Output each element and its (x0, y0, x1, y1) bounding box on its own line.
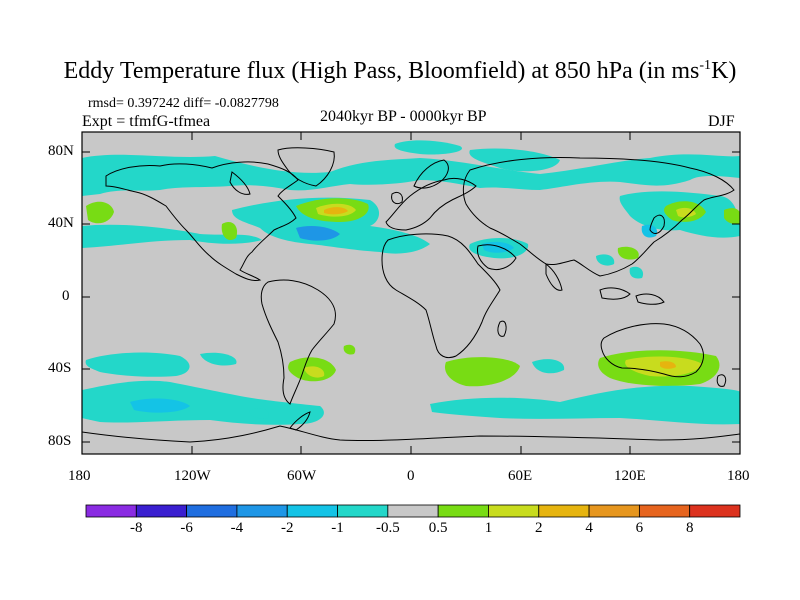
colorbar-box-11 (638, 504, 691, 518)
flux-region-s-atlantic-green (343, 344, 356, 355)
coast-europe (385, 177, 477, 231)
flux-region-arctic-top (394, 140, 462, 155)
lat-tick-40s: 40S (48, 360, 72, 376)
colorbar-label-2: -4 (230, 520, 244, 536)
colorbar-box-8 (488, 504, 540, 518)
colorbar-label-0: -8 (130, 520, 143, 536)
coast-north-america (105, 161, 299, 281)
colorbar-label-1: -6 (180, 520, 193, 536)
flux-region-north-atlantic-blue (296, 226, 340, 241)
lon-tick-120e: 120E (614, 468, 646, 484)
colorbar-box-1 (135, 504, 188, 518)
map-title-main: Eddy Temperature flux (High Pass, Bloomf… (63, 58, 700, 84)
lat-tick-0: 0 (62, 288, 70, 304)
colorbar-box-0 (85, 504, 137, 518)
flux-region-japan (641, 224, 658, 238)
coast-asia (462, 157, 735, 277)
colorbar-label-7: 1 (484, 520, 493, 536)
colorbar-label-6: 0.5 (428, 520, 448, 536)
coast-greenland (277, 147, 335, 187)
colorbar-box-12 (689, 504, 741, 518)
coast-new-zealand (716, 374, 727, 387)
lat-tick-40n: 40N (48, 215, 74, 231)
flux-region-south-pacific-east (200, 352, 237, 366)
axis-ticks (81, 132, 741, 454)
flux-region-north-atlantic (232, 197, 430, 254)
lon-tick-180w: 180 (68, 468, 91, 484)
colorbar-label-9: 4 (585, 520, 593, 536)
flux-region-nw-pacific-yellow (676, 207, 696, 218)
colorbar-box-6 (387, 504, 439, 518)
coastlines (82, 147, 740, 443)
coast-india (545, 262, 563, 291)
colorbar-box-9 (538, 504, 590, 518)
colorbar-box-5 (337, 504, 389, 518)
lon-tick-120w: 120W (174, 468, 211, 484)
flux-region-arctic-band (82, 154, 740, 196)
coast-arabia (477, 244, 517, 271)
flux-region-south-china-sea (629, 266, 644, 279)
colorbar-label-10: 6 (635, 520, 644, 536)
colorbar-box-4 (286, 504, 338, 518)
coast-hudson-bay (229, 171, 251, 195)
flux-region-southern-indian (430, 385, 740, 425)
flux-region-australia-orange (660, 361, 676, 369)
lon-tick-0: 0 (407, 468, 415, 484)
map-title-superscript: -1 (699, 58, 712, 73)
map-title: Eddy Temperature flux (High Pass, Bloomf… (0, 58, 800, 85)
coast-africa (381, 233, 501, 359)
colorbar-box-10 (588, 504, 640, 518)
coast-scandinavia (413, 159, 449, 189)
flux-region-south-pacific (85, 352, 190, 377)
flux-region-nw-america-green (221, 221, 238, 241)
lat-tick-80s: 80S (48, 433, 72, 449)
flux-region-north-atlantic-orange (324, 207, 348, 215)
colorbar-label-8: 2 (535, 520, 543, 536)
colorbar-label-3: -2 (280, 520, 294, 536)
colorbar-label-5: -0.5 (375, 520, 400, 536)
colorbar-box-3 (236, 504, 288, 518)
lon-tick-180e: 180 (727, 468, 750, 484)
colorbar-label-11: 8 (685, 520, 694, 536)
flux-region-east-asia-cyan (596, 254, 615, 266)
coast-antarctic-peninsula (289, 411, 311, 431)
season-label: DJF (708, 113, 735, 130)
period-label: 2040kyr BP - 0000kyr BP (320, 108, 487, 125)
colorbar-box-7 (437, 504, 489, 518)
flux-region-southern-ocean-west (249, 408, 269, 419)
coast-madagascar (497, 320, 507, 337)
colorbar-boxes (85, 504, 741, 518)
flux-region-ne-pacific (82, 224, 262, 248)
experiment-label: Expt = tfmfG-tfmea (82, 113, 211, 130)
coast-antarctica (82, 425, 740, 443)
flux-region-south-africa-green (444, 357, 520, 387)
colorbar-box-2 (186, 504, 238, 518)
coast-south-america (260, 279, 336, 405)
lat-tick-80n: 80N (48, 143, 74, 159)
flux-region-east-asia-green (617, 246, 639, 260)
colorbar-label-4: -1 (331, 520, 344, 536)
lon-tick-60e: 60E (508, 468, 533, 484)
flux-region-w-edge-green (86, 201, 114, 224)
flux-region-south-america-yellow (304, 366, 325, 378)
coast-japan (649, 214, 665, 234)
coast-british-isles (391, 191, 403, 205)
flux-region-nw-pacific-east-green (724, 208, 740, 225)
flux-region-southern-ocean-blue (130, 398, 190, 413)
coast-australia (600, 323, 704, 378)
map-title-suffix: K) (711, 58, 737, 84)
coast-southeast-asia-islands (599, 287, 665, 305)
rmsd-diff-label: rmsd= 0.397242 diff= -0.0827798 (88, 96, 279, 111)
flux-region-indian-ocean-cyan (532, 359, 565, 374)
lon-tick-60w: 60W (287, 468, 317, 484)
